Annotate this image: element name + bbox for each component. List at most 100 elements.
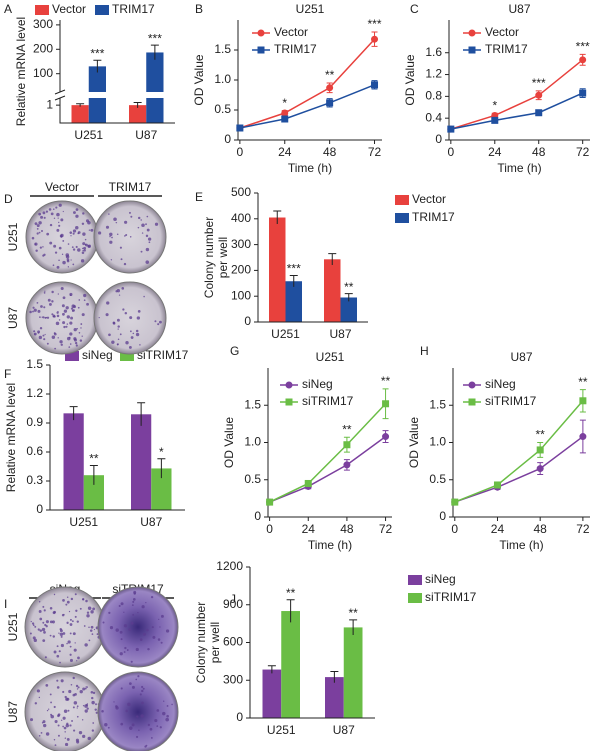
y-tick-label: 0 [224, 132, 231, 146]
colony [108, 213, 110, 215]
colony [141, 701, 144, 705]
axis [257, 193, 368, 323]
colony [69, 645, 72, 648]
colony [135, 332, 140, 337]
y-tick-label: 1.2 [26, 386, 43, 400]
colony [65, 325, 68, 328]
bar [325, 677, 344, 718]
colony [73, 305, 77, 309]
marker [579, 56, 587, 64]
colony [49, 241, 53, 245]
colony [69, 658, 73, 662]
colony [72, 676, 75, 680]
colony [53, 650, 57, 654]
legend-label: Vector [412, 192, 446, 206]
x-tick-label: 48 [323, 145, 337, 159]
colony [64, 737, 67, 739]
colony [62, 210, 64, 213]
colony [70, 683, 73, 686]
colony [59, 632, 64, 637]
colony [92, 607, 96, 611]
colony [69, 623, 73, 626]
x-tick-label: U251 [271, 327, 300, 341]
colony [65, 306, 69, 310]
panel-label: G [230, 344, 239, 358]
colony [37, 628, 40, 631]
colony [57, 293, 59, 295]
colony [76, 327, 78, 330]
colony [132, 598, 136, 601]
row-label: U251 [6, 222, 20, 251]
colony [107, 726, 110, 729]
significance-label: *** [287, 262, 301, 276]
significance-label: * [282, 96, 287, 110]
x-tick-label: 48 [532, 145, 546, 159]
colony [42, 605, 45, 608]
colony [80, 259, 85, 263]
colony [38, 696, 41, 699]
bar [63, 413, 84, 510]
x-tick-label: 48 [340, 522, 354, 536]
colony [150, 595, 154, 599]
y-tick-label: 0 [36, 502, 43, 516]
colony [123, 651, 126, 653]
colony [40, 731, 43, 734]
significance-label: ** [536, 428, 546, 442]
colony [38, 221, 42, 225]
colony [60, 719, 63, 721]
colony [50, 212, 54, 216]
colony [150, 736, 153, 739]
colony [125, 709, 128, 713]
chart-title: U87 [508, 2, 530, 16]
error-bar [76, 103, 85, 107]
colony [57, 724, 60, 727]
x-tick-label: 48 [534, 522, 548, 536]
series-line [269, 435, 387, 503]
colony [71, 720, 74, 722]
error-bar [150, 44, 159, 60]
colony [70, 307, 74, 310]
colony [127, 702, 131, 707]
y-axis-label: Relative mRNA level [14, 17, 28, 126]
y-axis-label: OD Value [403, 54, 417, 105]
legend-marker [468, 46, 476, 54]
colony [72, 229, 77, 233]
colony [136, 316, 140, 320]
column-label: TRIM17 [109, 180, 152, 194]
colony [58, 650, 61, 653]
significance-label: * [492, 98, 497, 112]
colony [72, 309, 75, 312]
colony [82, 249, 84, 252]
colony [52, 208, 55, 210]
legend-swatch [120, 351, 134, 361]
colony [43, 338, 46, 341]
colony [62, 260, 66, 265]
colony [45, 684, 49, 687]
colony [53, 244, 57, 248]
colony [156, 725, 159, 728]
colony [139, 638, 143, 641]
colony [87, 736, 91, 741]
colony [112, 322, 116, 325]
colony [74, 593, 77, 596]
panel-label: A [4, 2, 12, 16]
marker [536, 446, 544, 454]
colony [76, 660, 78, 662]
colony [57, 734, 60, 737]
colony [56, 265, 60, 269]
colony [96, 633, 99, 636]
colony [50, 701, 52, 704]
colony [82, 705, 85, 707]
y-tick-label: 0 [254, 509, 261, 523]
colony [104, 723, 108, 727]
colony [70, 235, 72, 237]
colony [106, 301, 110, 305]
significance-label: *** [532, 76, 546, 90]
colony [81, 313, 85, 317]
colony [124, 220, 128, 224]
colony [73, 648, 77, 652]
marker [579, 89, 587, 97]
colony [115, 628, 119, 632]
colony [89, 629, 93, 632]
bar [269, 217, 286, 322]
